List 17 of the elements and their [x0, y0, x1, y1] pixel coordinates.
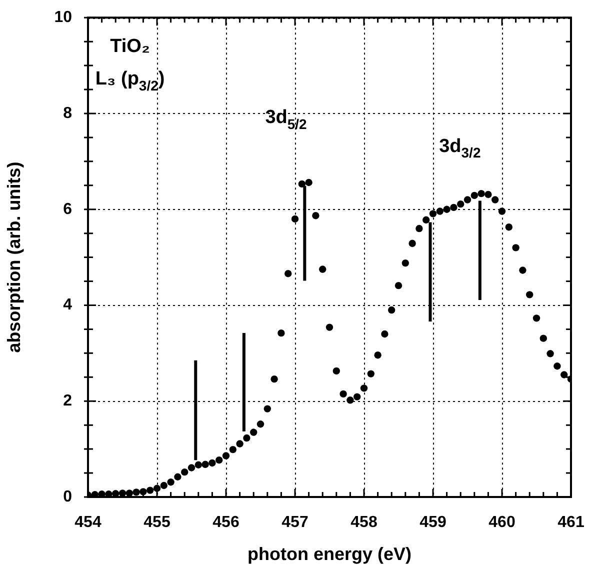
y-tick-label: 8	[63, 104, 72, 122]
x-tick-label: 458	[350, 514, 378, 532]
y-tick-label: 10	[54, 9, 72, 26]
x-tick-label: 460	[488, 514, 516, 532]
x-tick-label: 459	[420, 514, 446, 532]
x-tick-label: 455	[144, 514, 170, 532]
y-tick-label: 0	[63, 488, 72, 506]
x-axis-title: photon energy (eV)	[247, 544, 412, 564]
x-tick-label: 456	[212, 514, 240, 532]
y-tick-label: 2	[63, 392, 72, 410]
y-axis-title: absorption (arb. units)	[4, 162, 24, 353]
y-tick-label: 4	[63, 296, 72, 314]
x-tick-label: 454	[74, 514, 102, 532]
y-tick-label: 6	[63, 200, 72, 218]
annotation: TiO₂	[110, 36, 150, 58]
x-tick-label: 461	[558, 514, 584, 532]
x-tick-label: 457	[282, 514, 308, 532]
